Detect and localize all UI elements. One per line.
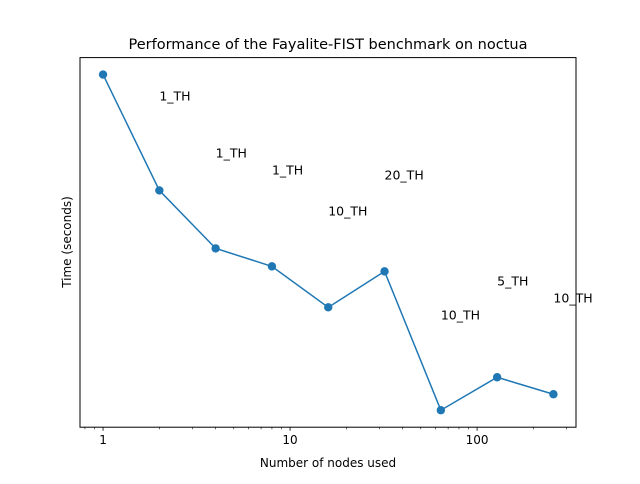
- data-point: [324, 303, 333, 312]
- x-tick-label: 1: [99, 433, 107, 447]
- point-annotation: 10_TH: [441, 307, 480, 322]
- data-point: [211, 244, 220, 253]
- x-tick-label: 100: [466, 433, 489, 447]
- axes-frame: [79, 57, 577, 428]
- chart-title: Performance of the Fayalite-FIST benchma…: [129, 37, 528, 53]
- data-point: [380, 267, 389, 276]
- data-point: [155, 186, 164, 195]
- y-axis-label: Time (seconds): [60, 196, 74, 289]
- data-point: [549, 390, 558, 399]
- data-point: [267, 262, 277, 271]
- point-annotation: 1_TH: [216, 145, 247, 160]
- point-annotation: 10_TH: [328, 203, 367, 218]
- point-annotation: 5_TH: [497, 273, 528, 288]
- data-point: [492, 373, 502, 382]
- point-annotation: 1_TH: [159, 89, 190, 104]
- point-annotation: 10_TH: [553, 290, 592, 305]
- data-point: [98, 70, 108, 79]
- point-annotation: 20_TH: [385, 167, 424, 182]
- point-annotation: 1_TH: [272, 162, 303, 177]
- plot-area: 1 10 100 1_TH 1_TH 1_TH 10_TH 20_TH 10_TH 5_TH 10_…: [84, 70, 593, 447]
- data-point: [436, 406, 446, 415]
- x-tick-label: 10: [282, 433, 297, 447]
- x-axis-label: Number of nodes used: [260, 456, 396, 470]
